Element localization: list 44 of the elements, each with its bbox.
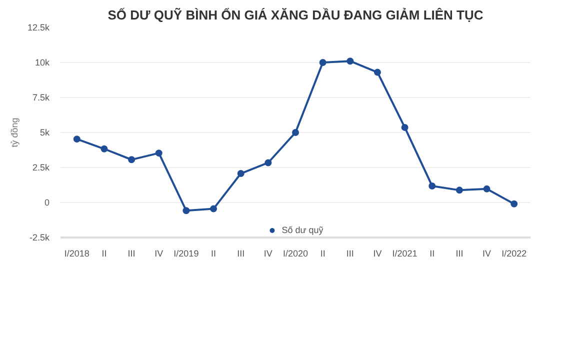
point: [73, 136, 80, 143]
point: [428, 182, 436, 190]
x-tick-label: I/2019: [174, 248, 199, 258]
x-tick-label: I/2021: [392, 248, 418, 258]
y-tick-label: 5k: [40, 128, 50, 138]
point: [510, 200, 518, 208]
x-tick-label: III: [456, 248, 464, 258]
x-tick-label: I/2022: [502, 248, 527, 258]
x-tick-label: III: [237, 248, 245, 258]
x-tick-label: III: [346, 248, 354, 258]
point: [374, 68, 381, 76]
legend-label: Số dư quỹ: [282, 225, 324, 235]
point: [182, 207, 190, 214]
x-tick-label: I/2018: [64, 248, 90, 258]
chart-title: SỐ DƯ QUỸ BÌNH ỔN GIÁ XĂNG DẦU ĐANG GIẢM LIÊN TỤC: [108, 8, 484, 22]
x-tick-label: III: [128, 248, 136, 258]
point: [319, 59, 326, 66]
point: [155, 150, 162, 157]
y-tick-label: -2.5k: [29, 232, 50, 242]
y-tick-label: 2.5k: [32, 162, 50, 172]
x-tick-label: IV: [264, 248, 272, 258]
point: [128, 156, 136, 164]
point: [346, 58, 354, 65]
x-tick-label: II: [102, 248, 107, 258]
point: [483, 185, 490, 192]
x-tick-label: II: [211, 248, 216, 258]
point: [456, 186, 463, 194]
y-tick-label: 0: [44, 198, 50, 208]
x-tick-label: II: [320, 248, 326, 258]
point: [237, 170, 244, 178]
x-tick-label: IV: [373, 248, 382, 258]
x-tick-label: IV: [154, 248, 164, 258]
y-tick-label: 12.5k: [27, 22, 50, 32]
x-tick-label: IV: [482, 248, 492, 258]
y-tick-label: 7.5k: [32, 92, 50, 102]
point: [210, 205, 218, 212]
point: [264, 159, 272, 166]
x-tick-label: II: [430, 248, 435, 258]
point: [100, 145, 108, 152]
y-tick-label: 10k: [34, 58, 50, 68]
point: [292, 129, 299, 136]
x-tick-label: I/2020: [282, 248, 308, 258]
y-axis-title: tỷ đồng: [9, 118, 20, 148]
point: [401, 124, 408, 131]
